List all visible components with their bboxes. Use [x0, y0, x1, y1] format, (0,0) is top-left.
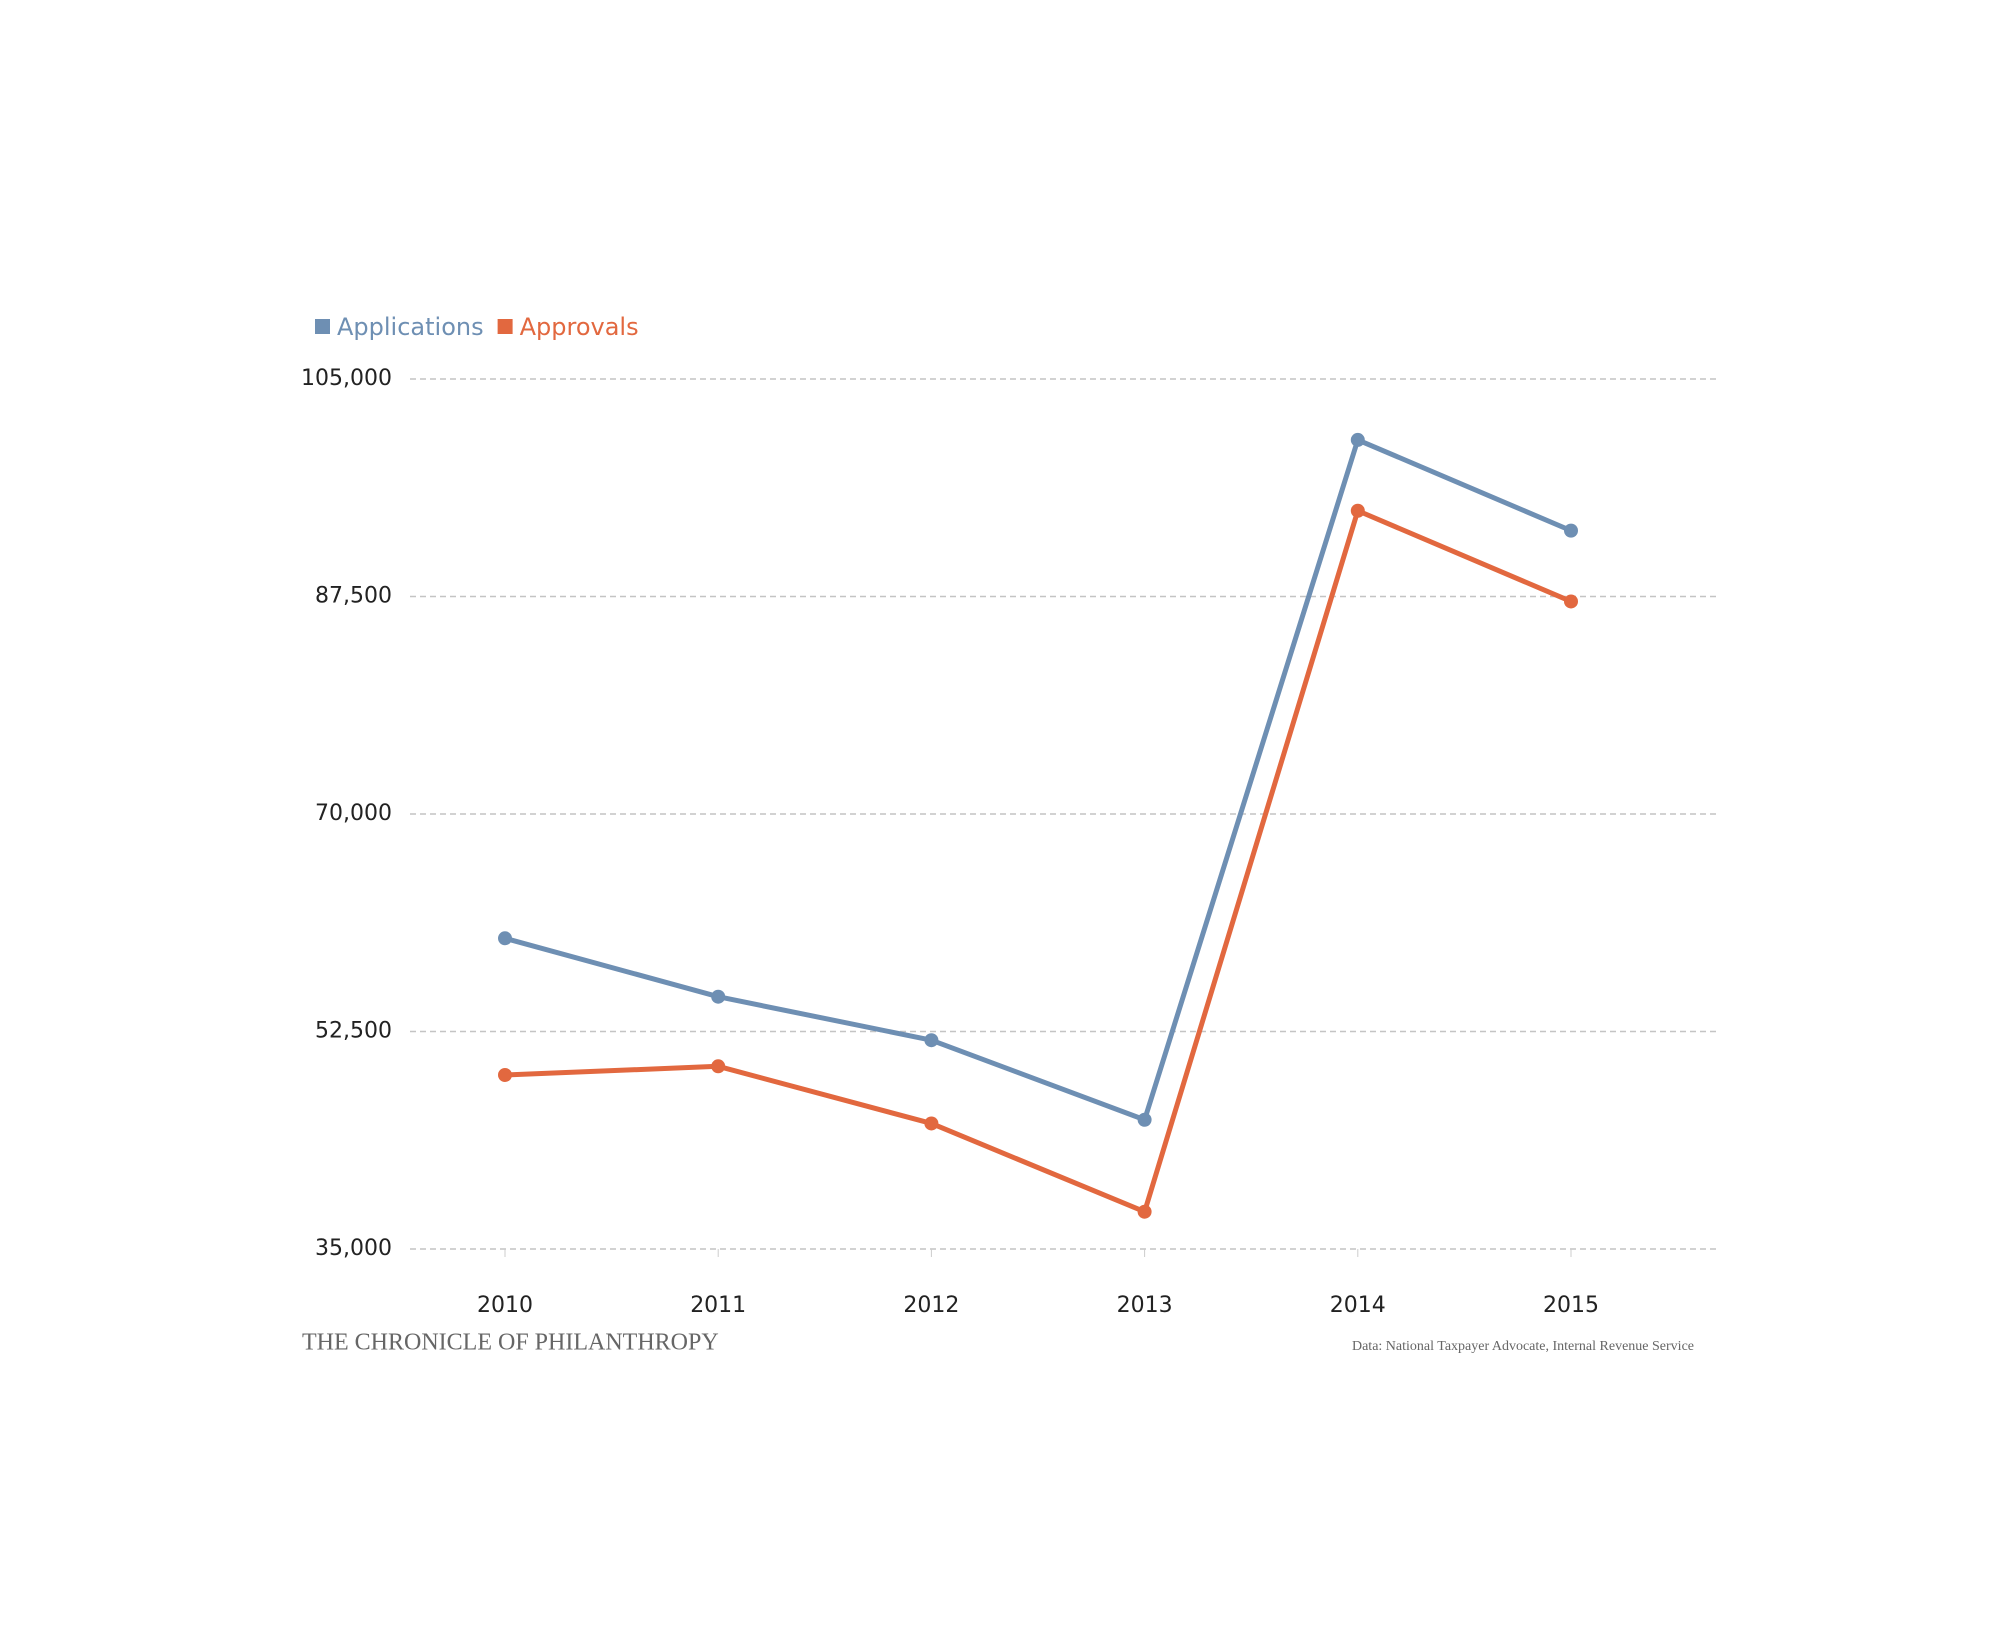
y-tick-label: 105,000	[301, 366, 392, 391]
point	[498, 1068, 512, 1082]
point	[924, 1116, 939, 1131]
legend-label: Approvals	[520, 313, 639, 341]
legend-label: Applications	[337, 313, 484, 341]
y-tick-label: 52,500	[315, 1019, 392, 1044]
x-tick-label: 2013	[1117, 1293, 1173, 1318]
x-tick-label: 2010	[477, 1293, 533, 1318]
x-tick-label: 2015	[1543, 1293, 1599, 1318]
point	[1350, 432, 1365, 447]
point	[498, 931, 512, 946]
credit: THE CHRONICLE OF PHILANTHROPY	[302, 1330, 719, 1356]
y-tick-label: 35,000	[315, 1236, 392, 1261]
point	[1564, 523, 1578, 538]
point	[1137, 1112, 1152, 1127]
y-tick-label: 87,500	[315, 584, 392, 609]
point	[1137, 1204, 1152, 1219]
series-line	[504, 437, 1572, 1123]
x-tick-label: 2014	[1330, 1293, 1386, 1318]
series-line	[504, 508, 1572, 1215]
source: Data: National Taxpayer Advocate, Intern…	[1352, 1339, 1694, 1354]
legend-swatch	[315, 319, 330, 334]
point	[1350, 503, 1365, 518]
x-tick-label: 2011	[690, 1293, 746, 1318]
y-tick-label: 70,000	[315, 801, 392, 826]
point	[1564, 594, 1578, 609]
legend-swatch	[497, 319, 513, 334]
point	[711, 1059, 726, 1074]
point	[924, 1033, 939, 1048]
point	[711, 989, 726, 1004]
x-tick-label: 2012	[903, 1293, 959, 1318]
